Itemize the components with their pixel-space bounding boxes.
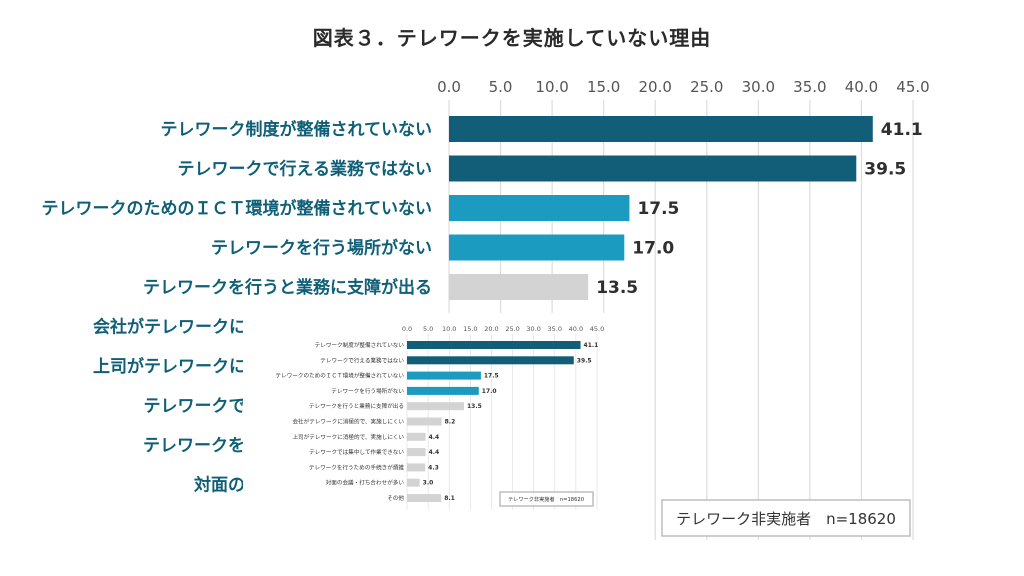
legend: テレワーク非実施者 n=18620 (661, 499, 911, 537)
inset-category-label: 対面の会議・打ち合わせが多い (326, 479, 405, 487)
page-title: 図表３．テレワークを実施していない理由 (312, 26, 712, 50)
tick-label: 25.0 (690, 78, 723, 96)
value-label: 39.5 (864, 160, 906, 180)
tick-label: 35.0 (793, 78, 826, 96)
bar (449, 155, 857, 182)
inset-value-label: 39.5 (577, 357, 592, 364)
bar (449, 274, 589, 300)
value-label: 17.0 (632, 239, 674, 259)
inset-bar (407, 386, 479, 395)
tick-label: 0.0 (437, 78, 461, 96)
inset-bar (407, 341, 581, 349)
legend-text: テレワーク非実施者 n=18620 (676, 510, 896, 528)
inset-tick-label: 5.0 (423, 325, 433, 333)
inset-value-label: 3.0 (423, 480, 434, 487)
bar (449, 234, 625, 261)
inset-value-label: 4.4 (429, 449, 440, 456)
inset-category-label: テレワークでは集中して作業できない (309, 448, 404, 456)
tick-label: 5.0 (489, 78, 513, 96)
inset-category-label: テレワークを行うと業務に支障が出る (309, 402, 404, 410)
inset-bar (407, 356, 574, 365)
inset-bar (407, 463, 426, 472)
category-label: テレワークのためのＩＣＴ環境が整備されていない (42, 198, 433, 219)
tick-label: 10.0 (535, 78, 568, 96)
legend-box (661, 499, 911, 537)
inset-bar (407, 402, 464, 411)
category-label: テレワークを行うと業務に支障が出る (143, 277, 432, 298)
inset-value-label: 4.4 (429, 434, 440, 441)
inset-bar (407, 494, 442, 502)
tick-label: 40.0 (845, 78, 878, 96)
inset-tick-label: 25.0 (505, 325, 519, 333)
inset-value-label: 17.5 (484, 373, 499, 380)
inset-value-label: 8.1 (444, 495, 455, 502)
inset-category-label: テレワークを行う場所がない (331, 387, 404, 395)
inset-tick-label: 10.0 (442, 325, 456, 333)
value-label: 13.5 (596, 278, 638, 298)
inset-category-label: テレワークを行うための手続きが煩雑 (309, 463, 405, 471)
inset-category-label: テレワークで行える業務ではない (320, 356, 404, 364)
inset-category-label: テレワークのためのＩＣＴ環境が整備されていない (276, 372, 405, 380)
inset-bar (407, 448, 426, 457)
inset-category-label: テレワーク制度が整備されていない (315, 341, 405, 349)
inset-chart-layer: 0.0 5.0 10.0 15.0 20.0 25.0 30.0 35.0 40.0 45.0 テレ… (243, 313, 612, 543)
inset-bar (407, 417, 442, 426)
value-label: 41.1 (881, 120, 923, 140)
category-label: テレワークを行う場所がない (211, 238, 432, 259)
tick-label: 30.0 (742, 78, 775, 96)
inset-value-label: 8.2 (445, 419, 456, 426)
inset-tick-label: 0.0 (402, 325, 412, 333)
inset-category-label: その他 (387, 494, 404, 502)
tick-label: 20.0 (639, 78, 672, 96)
inset-category-label: 会社がテレワークに消極的で、実施しにくい (292, 418, 404, 426)
inset-tick-label: 35.0 (548, 325, 562, 333)
category-label: テレワーク制度が整備されていない (161, 119, 433, 140)
inset-tick-label: 15.0 (463, 325, 477, 333)
category-label: テレワークで行える業務ではない (178, 159, 433, 180)
inset-legend-text: テレワーク非実施者 n=18620 (508, 495, 584, 503)
tick-label: 45.0 (896, 78, 929, 96)
bar (449, 195, 630, 221)
inset-category-label: 上司がテレワークに消極的で、実施しにくい (292, 433, 404, 441)
inset-value-label: 4.3 (428, 464, 439, 471)
inset-value-label: 13.5 (467, 403, 482, 410)
bar (449, 116, 873, 142)
inset-value-label: 17.0 (482, 388, 497, 395)
inset-tick-label: 40.0 (569, 325, 583, 333)
value-label: 17.5 (637, 199, 679, 219)
inset-legend-box (499, 491, 594, 507)
inset-bar (407, 478, 420, 487)
inset-bar (407, 432, 426, 441)
inset-tick-label: 20.0 (484, 325, 498, 333)
inset-tick-label: 30.0 (526, 325, 540, 333)
inset-tick-label: 45.0 (590, 325, 604, 333)
inset-bar (407, 371, 481, 380)
tick-label: 15.0 (587, 78, 620, 96)
inset-value-label: 41.1 (584, 342, 599, 349)
